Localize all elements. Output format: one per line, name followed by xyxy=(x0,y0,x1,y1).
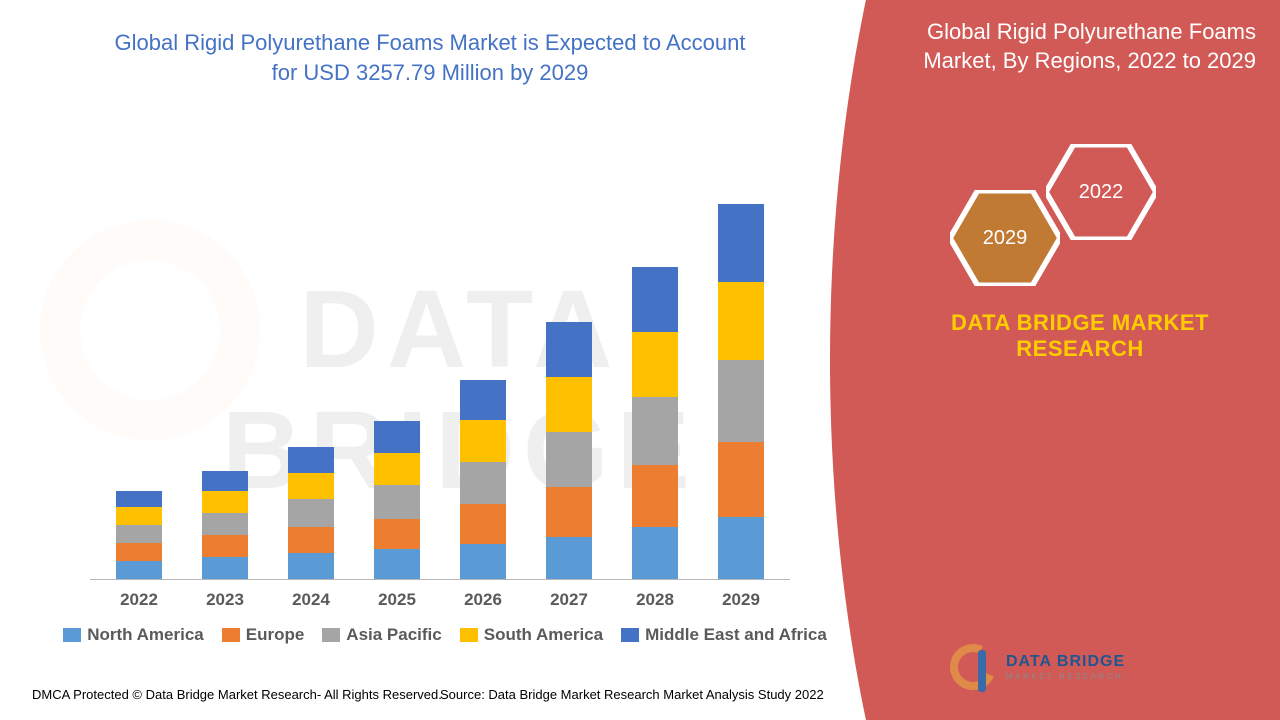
bar-segment xyxy=(460,504,506,544)
chart-title: Global Rigid Polyurethane Foams Market i… xyxy=(100,28,760,87)
footer-copyright: DMCA Protected © Data Bridge Market Rese… xyxy=(32,687,442,702)
x-tick-label: 2024 xyxy=(288,590,334,610)
hexagon-2029: 2029 xyxy=(950,190,1060,286)
plot-area xyxy=(90,120,790,580)
logo-line1: DATA BRIDGE xyxy=(1006,654,1125,670)
bar-segment xyxy=(718,517,764,579)
x-tick-label: 2029 xyxy=(718,590,764,610)
legend-swatch-icon xyxy=(222,628,240,642)
bar-segment xyxy=(718,442,764,517)
bar-segment xyxy=(374,421,420,453)
legend-label: Asia Pacific xyxy=(346,625,441,645)
bar-segment xyxy=(202,491,248,513)
legend-item: North America xyxy=(63,625,204,645)
logo: DATA BRIDGE MARKET RESEARCH xyxy=(950,644,1125,690)
legend-swatch-icon xyxy=(63,628,81,642)
bar-segment xyxy=(374,453,420,485)
bar-segment xyxy=(546,487,592,537)
bar-segment xyxy=(116,507,162,525)
hexagon-label: 2022 xyxy=(1079,181,1124,204)
hexagon-group: 2029 2022 xyxy=(950,150,1210,330)
bar xyxy=(718,204,764,579)
bar-segment xyxy=(632,267,678,332)
bar-segment xyxy=(374,549,420,579)
bar-segment xyxy=(718,360,764,442)
logo-text: DATA BRIDGE MARKET RESEARCH xyxy=(1006,654,1125,681)
bar xyxy=(632,267,678,579)
legend-label: Middle East and Africa xyxy=(645,625,827,645)
x-axis-labels: 2022 2023 2024 2025 2026 2027 2028 2029 xyxy=(90,590,790,610)
bar-chart: 20222023202420252026202720282029 xyxy=(90,120,790,580)
legend: North America Europe Asia Pacific South Ame… xyxy=(60,625,830,645)
legend-item: South America xyxy=(460,625,603,645)
bar-segment xyxy=(288,473,334,499)
bar-segment xyxy=(632,332,678,397)
bar-segment xyxy=(288,499,334,527)
hexagon-label: 2029 xyxy=(983,227,1028,250)
bar-segment xyxy=(202,513,248,535)
bar-segment xyxy=(460,420,506,462)
x-tick-label: 2023 xyxy=(202,590,248,610)
x-tick-label: 2025 xyxy=(374,590,420,610)
bar-segment xyxy=(116,491,162,507)
x-tick-label: 2022 xyxy=(116,590,162,610)
bar-segment xyxy=(546,432,592,487)
legend-label: North America xyxy=(87,625,204,645)
bar-segment xyxy=(116,525,162,543)
bar-segment xyxy=(546,377,592,432)
brand-name: DATA BRIDGE MARKET RESEARCH xyxy=(910,310,1250,362)
bar-segment xyxy=(546,322,592,377)
bar-segment xyxy=(632,527,678,579)
bar-segment xyxy=(374,485,420,519)
x-tick-label: 2027 xyxy=(546,590,592,610)
bar-segment xyxy=(116,561,162,579)
bar-segment xyxy=(116,543,162,561)
right-panel-title: Global Rigid Polyurethane Foams Market, … xyxy=(890,18,1256,75)
bar-segment xyxy=(460,462,506,504)
bar-segment xyxy=(288,553,334,579)
bar-segment xyxy=(718,204,764,282)
right-panel: Global Rigid Polyurethane Foams Market, … xyxy=(830,0,1280,720)
bar-segment xyxy=(202,557,248,579)
legend-label: South America xyxy=(484,625,603,645)
bar-segment xyxy=(632,465,678,527)
legend-swatch-icon xyxy=(621,628,639,642)
bar-segment xyxy=(288,447,334,473)
hexagon-2022: 2022 xyxy=(1046,144,1156,240)
legend-label: Europe xyxy=(246,625,305,645)
footer-source: Source: Data Bridge Market Research Mark… xyxy=(440,687,824,702)
bar xyxy=(202,471,248,579)
bar-segment xyxy=(460,380,506,420)
logo-mark-icon xyxy=(950,644,996,690)
bar-segment xyxy=(718,282,764,360)
legend-item: Europe xyxy=(222,625,305,645)
logo-line2: MARKET RESEARCH xyxy=(1006,673,1125,681)
bar xyxy=(288,447,334,579)
bar-segment xyxy=(460,544,506,579)
bar xyxy=(460,380,506,579)
bar-segment xyxy=(632,397,678,465)
x-tick-label: 2028 xyxy=(632,590,678,610)
bar-segment xyxy=(202,471,248,491)
legend-item: Asia Pacific xyxy=(322,625,441,645)
bar-segment xyxy=(288,527,334,553)
bar xyxy=(116,491,162,579)
bar xyxy=(546,322,592,579)
bar-segment xyxy=(374,519,420,549)
bar xyxy=(374,421,420,579)
x-tick-label: 2026 xyxy=(460,590,506,610)
bar-segment xyxy=(202,535,248,557)
bar-segment xyxy=(546,537,592,579)
legend-swatch-icon xyxy=(460,628,478,642)
legend-swatch-icon xyxy=(322,628,340,642)
legend-item: Middle East and Africa xyxy=(621,625,827,645)
